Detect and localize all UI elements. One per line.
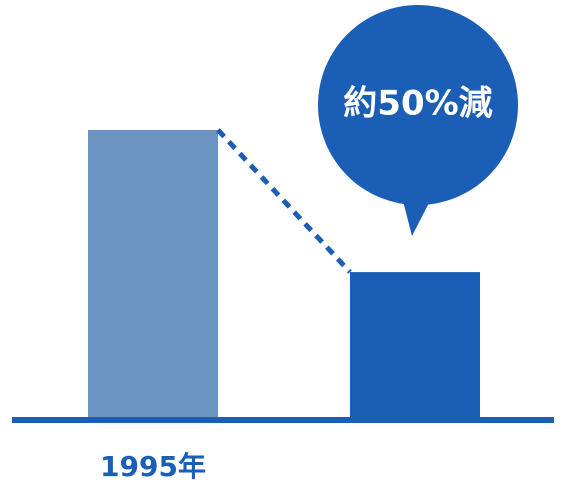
bar <box>88 130 218 420</box>
bar <box>350 272 480 420</box>
connector <box>216 128 352 274</box>
callout-bubble <box>318 5 518 205</box>
x-tick-label: 1995年 <box>100 450 206 483</box>
callout-pointer <box>402 197 432 236</box>
callout-text: 約50%減 <box>343 84 492 124</box>
